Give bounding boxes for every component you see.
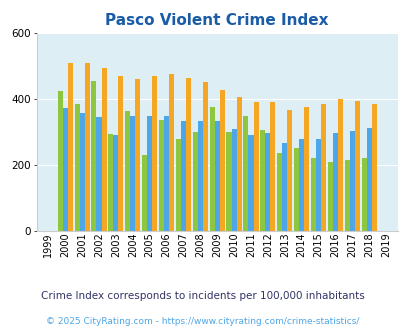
Bar	[113, 135, 118, 231]
Text: © 2025 CityRating.com - https://www.cityrating.com/crime-statistics/: © 2025 CityRating.com - https://www.city…	[46, 317, 359, 326]
Bar	[135, 79, 140, 231]
Bar	[202, 82, 207, 231]
Bar	[361, 158, 366, 231]
Bar	[108, 134, 113, 231]
Bar	[75, 104, 79, 231]
Bar	[310, 158, 315, 231]
Bar	[118, 76, 123, 231]
Bar	[298, 139, 303, 231]
Bar	[185, 78, 191, 231]
Title: Pasco Violent Crime Index: Pasco Violent Crime Index	[105, 13, 328, 28]
Bar	[96, 117, 101, 231]
Bar	[197, 121, 202, 231]
Bar	[293, 148, 298, 231]
Bar	[159, 120, 164, 231]
Bar	[181, 121, 185, 231]
Bar	[58, 91, 62, 231]
Bar	[164, 115, 168, 231]
Bar	[332, 133, 337, 231]
Bar	[371, 104, 376, 231]
Bar	[79, 113, 85, 231]
Bar	[344, 160, 349, 231]
Bar	[175, 139, 181, 231]
Bar	[142, 155, 147, 231]
Bar	[147, 115, 152, 231]
Bar	[209, 107, 214, 231]
Bar	[101, 68, 107, 231]
Bar	[62, 108, 68, 231]
Bar	[68, 63, 72, 231]
Bar	[349, 131, 354, 231]
Bar	[243, 116, 248, 231]
Bar	[192, 132, 197, 231]
Bar	[354, 101, 359, 231]
Bar	[287, 110, 292, 231]
Bar	[265, 133, 270, 231]
Bar	[85, 63, 90, 231]
Bar	[168, 74, 174, 231]
Bar	[320, 104, 325, 231]
Bar	[231, 129, 236, 231]
Bar	[327, 162, 332, 231]
Bar	[277, 153, 281, 231]
Bar	[270, 102, 275, 231]
Bar	[303, 107, 309, 231]
Bar	[260, 130, 265, 231]
Bar	[337, 99, 342, 231]
Bar	[366, 128, 371, 231]
Bar	[315, 139, 320, 231]
Bar	[219, 90, 224, 231]
Bar	[253, 102, 258, 231]
Bar	[125, 111, 130, 231]
Bar	[91, 81, 96, 231]
Bar	[236, 97, 241, 231]
Bar	[226, 132, 231, 231]
Bar	[248, 135, 253, 231]
Text: Crime Index corresponds to incidents per 100,000 inhabitants: Crime Index corresponds to incidents per…	[41, 291, 364, 301]
Bar	[130, 115, 135, 231]
Bar	[214, 121, 219, 231]
Bar	[152, 76, 157, 231]
Bar	[281, 143, 287, 231]
